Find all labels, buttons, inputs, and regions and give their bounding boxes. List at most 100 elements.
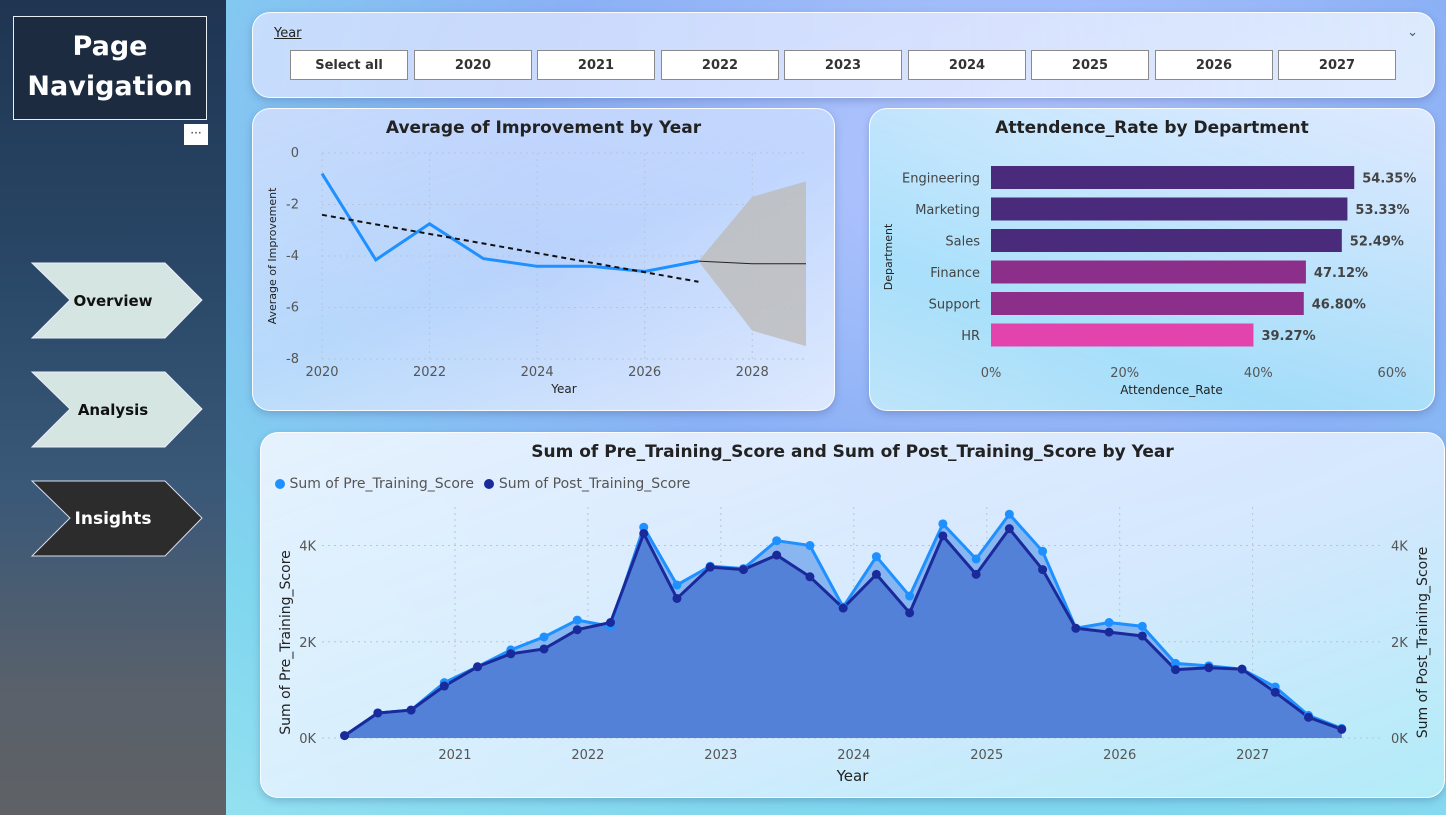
pre-score-point	[639, 522, 649, 532]
pre-score-point	[871, 552, 881, 562]
post-score-point	[838, 603, 848, 613]
y-tick-label-left: 2K	[299, 636, 316, 651]
legend-label-pre: Sum of Pre_Training_Score	[289, 476, 474, 492]
more-options-icon[interactable]: ···	[184, 124, 208, 145]
slicer-option-2024[interactable]: 2024	[908, 50, 1026, 80]
attendance-bar-chart-panel: Attendence_Rate by Department 0% 20% 40% 60…	[869, 108, 1435, 411]
post-score-area	[344, 528, 1342, 738]
pre-score-point	[572, 615, 582, 625]
data-label: 54.35%	[1362, 172, 1416, 187]
post-score-point	[938, 531, 948, 541]
post-score-point	[1071, 623, 1081, 633]
attendance-bar-chart[interactable]: 0% 20% 40% 60% Engineering 54.35% Marketing 53.…	[870, 109, 1434, 410]
post-score-point	[1204, 663, 1214, 673]
chevron-shape-icon	[30, 371, 203, 448]
nav-label-overview: Overview	[73, 292, 153, 310]
post-score-point	[340, 731, 350, 741]
slicer-option-2021[interactable]: 2021	[537, 50, 655, 80]
bar	[991, 166, 1355, 189]
post-score-point	[971, 569, 981, 579]
post-score-point	[506, 649, 516, 659]
y-tick-label: -4	[286, 249, 299, 264]
nav-button-insights[interactable]: Insights	[30, 480, 204, 558]
post-score-point	[738, 565, 748, 575]
bar	[991, 323, 1254, 347]
x-tick-label: 2022	[413, 365, 446, 380]
slicer-option-2027[interactable]: 2027	[1278, 50, 1396, 80]
post-score-point	[639, 528, 649, 538]
data-label: 53.33%	[1355, 203, 1409, 218]
pre-score-point	[1004, 509, 1014, 519]
x-tick-label: 60%	[1378, 366, 1407, 381]
pre-score-point	[971, 554, 981, 564]
post-score-point	[672, 593, 682, 603]
bar	[991, 197, 1348, 221]
slicer-option-2020[interactable]: 2020	[414, 50, 532, 80]
y-tick-label: -2	[286, 198, 299, 213]
legend-label-post: Sum of Post_Training_Score	[498, 476, 691, 492]
slicer-option-2025[interactable]: 2025	[1031, 50, 1149, 80]
pre-score-point	[1038, 546, 1048, 556]
nav-button-analysis[interactable]: Analysis	[30, 371, 204, 449]
bar	[991, 260, 1306, 284]
slicer-option-select-all[interactable]: Select all	[290, 50, 408, 80]
year-slicer: Year ⌄ Select all 2020 2021 2022 2023 20…	[252, 12, 1435, 98]
chart-legend: Sum of Pre_Training_Score Sum of Post_Tr…	[275, 476, 690, 492]
post-score-point	[772, 550, 782, 560]
x-axis-label: Year	[836, 767, 870, 785]
y-tick-label: 0	[291, 146, 299, 161]
post-score-point	[572, 625, 582, 635]
post-score-point	[606, 618, 616, 627]
slicer-option-2026[interactable]: 2026	[1155, 50, 1273, 80]
bar	[991, 292, 1304, 315]
bar	[991, 229, 1342, 252]
post-score-point	[406, 705, 416, 715]
pre-score-point	[672, 580, 682, 590]
nav-title-line2: Navigation	[27, 71, 193, 102]
y-tick-label-right: 4K	[1391, 540, 1408, 555]
page-navigation-title: Page Navigation	[13, 16, 207, 120]
post-score-point	[373, 708, 383, 718]
forecast-line	[698, 260, 806, 265]
data-label: 47.12%	[1314, 266, 1368, 281]
post-score-point	[1303, 712, 1313, 722]
data-label: 46.80%	[1312, 298, 1366, 313]
x-tick-label: 2025	[970, 748, 1003, 763]
y-axis-label: Average of Improvement	[266, 187, 279, 324]
pre-score-point	[938, 519, 948, 529]
pre-score-point	[1171, 658, 1181, 668]
training-score-area-chart-panel: Sum of Pre_Training_Score and Sum of Pos…	[260, 432, 1445, 798]
category-label: Finance	[930, 266, 980, 281]
x-tick-label: 2021	[438, 748, 471, 763]
nav-button-overview[interactable]: Overview	[30, 262, 204, 340]
post-score-point	[1038, 565, 1048, 575]
y-tick-label-right: 2K	[1391, 636, 1408, 651]
data-label: 52.49%	[1350, 235, 1404, 250]
category-label: Engineering	[902, 172, 980, 187]
chevron-down-icon[interactable]: ⌄	[1407, 25, 1418, 40]
slicer-option-2023[interactable]: 2023	[784, 50, 902, 80]
y-tick-label-left: 4K	[299, 540, 316, 555]
x-tick-label: 2027	[1236, 748, 1269, 763]
pre-score-point	[905, 591, 915, 601]
post-score-point	[1004, 524, 1014, 534]
pre-score-point	[539, 632, 549, 642]
post-score-point	[905, 608, 915, 618]
legend-marker-post	[484, 479, 495, 489]
x-tick-label: 2026	[1103, 748, 1136, 763]
legend-marker-pre	[275, 479, 285, 489]
post-score-point	[1104, 627, 1114, 637]
slicer-option-2022[interactable]: 2022	[661, 50, 779, 80]
post-score-point	[805, 572, 815, 582]
y-tick-label: -8	[286, 352, 299, 367]
slicer-title: Year	[274, 26, 302, 41]
x-axis-label: Attendence_Rate	[1120, 383, 1223, 397]
post-score-point	[1137, 631, 1147, 641]
training-score-area-chart[interactable]: 0K 0K 2K 2K 4K 4K 2021 2022 2023 2024 2025 2026 2027…	[261, 433, 1444, 797]
category-label: HR	[961, 329, 980, 344]
trend-line	[321, 213, 699, 283]
category-label: Marketing	[915, 203, 980, 218]
sidebar: Page Navigation ··· Overview Analysis In…	[0, 0, 226, 815]
post-score-point	[439, 681, 449, 691]
